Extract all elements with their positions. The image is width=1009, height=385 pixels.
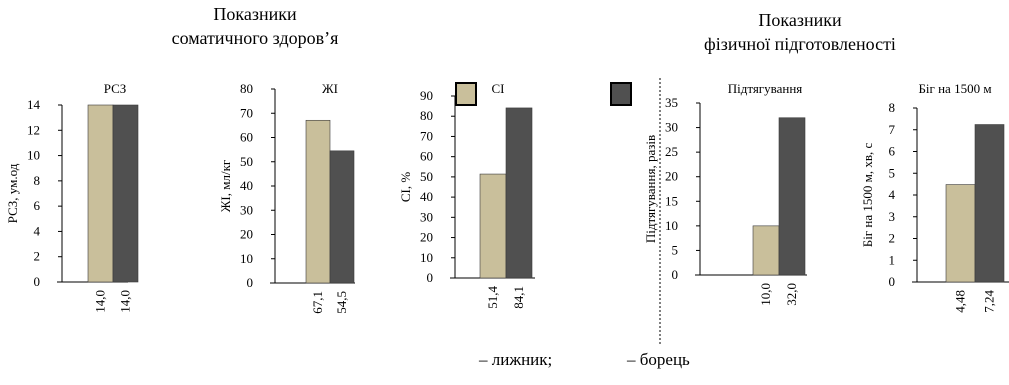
chart-4-title: Підтягування	[728, 81, 803, 96]
chart-3-value-label-wrestler: 84,1	[511, 286, 526, 309]
chart-3-y-axis-label: СІ, %	[398, 172, 413, 203]
chart-1-value-label-skier: 14,0	[93, 290, 108, 313]
chart-2-y-tick-label: 60	[240, 130, 253, 145]
chart-1-y-tick-label: 8	[34, 173, 41, 188]
chart-4-bar-wrestler	[778, 117, 806, 276]
chart-1-y-tick-label: 12	[27, 122, 40, 137]
chart-3-y-tick-label: 20	[420, 230, 433, 245]
chart-2-y-tick-label: 10	[240, 251, 253, 266]
chart-2-y-tick-label: 80	[240, 81, 253, 96]
chart-4-y-tick-label: 25	[665, 144, 678, 159]
chart-4-value-label-wrestler: 32,0	[784, 283, 799, 306]
chart-2-y-tick-label: 40	[240, 178, 253, 193]
chart-2-y-tick-label: 0	[247, 275, 254, 290]
chart-3-y-tick-label: 90	[420, 88, 433, 103]
chart-4-y-tick-label: 15	[665, 193, 678, 208]
chart-3-bar-skier	[479, 173, 507, 279]
heading-somatic-health: Показники соматичного здоров’я	[135, 2, 375, 50]
chart-5-y-axis-label: Біг на 1500 м, хв, с	[860, 143, 875, 248]
chart-3-y-tick-label: 10	[420, 250, 433, 265]
chart-3-title: СІ	[492, 81, 505, 96]
chart-1-bar-skier	[87, 104, 114, 283]
chart-4-bar-skier	[752, 225, 780, 276]
chart-5-y-tick-label: 3	[889, 209, 896, 224]
heading-physical-fitness: Показники фізичної підготовленості	[660, 8, 940, 56]
chart-1-y-tick-label: 4	[34, 223, 41, 238]
chart-4-y-tick-label: 30	[665, 120, 678, 135]
chart-5-value-label-skier: 4,48	[953, 290, 968, 313]
chart-5-y-tick-label: 7	[889, 122, 896, 137]
chart-4-y-axis-label: Підтягування, разів	[643, 135, 658, 243]
chart-3-y-tick-label: 80	[420, 108, 433, 123]
chart-1-y-axis-label: РСЗ, ум.од	[5, 163, 20, 223]
legend-label-skier: – лижник;	[479, 350, 553, 369]
chart-2-y-tick-label: 30	[240, 202, 253, 217]
legend-swatch-skier	[455, 82, 477, 106]
heading-physical-line-2: фізичної підготовленості	[704, 34, 896, 54]
chart-4-value-label-skier: 10,0	[758, 283, 773, 306]
heading-somatic-line-2: соматичного здоров’я	[171, 28, 339, 48]
chart-3-y-tick-label: 60	[420, 149, 433, 164]
chart-1-title: РСЗ	[104, 81, 127, 96]
heading-physical-line-1: Показники	[758, 10, 842, 30]
chart-1-y-tick-label: 10	[27, 148, 40, 163]
chart-4-y-tick-label: 5	[672, 242, 679, 257]
chart-2-y-tick-label: 20	[240, 227, 253, 242]
chart-3-y-tick-label: 50	[420, 169, 433, 184]
chart-1-y-tick-label: 2	[34, 249, 41, 264]
chart-1-y-tick-label: 0	[34, 274, 41, 289]
chart-3-value-label-skier: 51,4	[485, 286, 500, 309]
chart-3-y-tick-label: 40	[420, 189, 433, 204]
chart-4-y-tick-label: 0	[672, 267, 679, 282]
chart-5-y-tick-label: 8	[889, 100, 896, 115]
chart-5-bar-wrestler	[974, 124, 1005, 283]
chart-5-bar-skier	[945, 184, 976, 283]
chart-2-bar-skier	[305, 119, 331, 284]
legend-label-wrestler: – борець	[627, 350, 690, 369]
chart-2-bar-wrestler	[329, 150, 355, 284]
chart-5-y-tick-label: 1	[889, 252, 896, 267]
chart-5-y-tick-label: 5	[889, 165, 896, 180]
chart-3-y-tick-label: 0	[427, 270, 434, 285]
chart-1-value-label-wrestler: 14,0	[118, 290, 133, 313]
chart-2-y-tick-label: 70	[240, 105, 253, 120]
chart-4-y-tick-label: 35	[665, 95, 678, 110]
chart-3-y-tick-label: 30	[420, 209, 433, 224]
chart-3-y-tick-label: 70	[420, 128, 433, 143]
chart-2-y-tick-label: 50	[240, 154, 253, 169]
chart-1-y-tick-label: 14	[27, 97, 41, 112]
chart-5-title: Біг на 1500 м	[918, 81, 991, 96]
legend-swatch-wrestler	[610, 82, 632, 106]
chart-5-value-label-wrestler: 7,24	[982, 290, 997, 313]
chart-1-y-tick-label: 6	[34, 198, 41, 213]
heading-somatic-line-1: Показники	[213, 4, 297, 24]
chart-1-bar-wrestler	[112, 104, 139, 283]
chart-5-y-tick-label: 6	[889, 144, 896, 159]
chart-3-bar-wrestler	[505, 107, 533, 279]
chart-2-title: ЖІ	[322, 81, 338, 96]
chart-5-y-tick-label: 4	[889, 187, 896, 202]
chart-2-value-label-wrestler: 54,5	[334, 291, 349, 314]
chart-2-y-axis-label: ЖІ, мл/кг	[218, 160, 233, 212]
chart-5-y-tick-label: 2	[889, 231, 896, 246]
chart-4-y-tick-label: 20	[665, 169, 678, 184]
chart-5-y-tick-label: 0	[889, 274, 896, 289]
chart-4-y-tick-label: 10	[665, 218, 678, 233]
chart-2-value-label-skier: 67,1	[310, 291, 325, 314]
